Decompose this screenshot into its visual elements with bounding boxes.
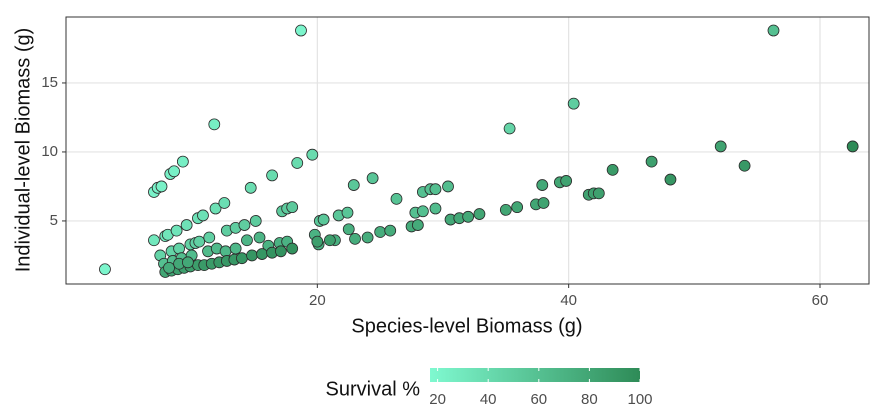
- point: [411, 219, 424, 231]
- point: [537, 197, 550, 209]
- point: [645, 155, 658, 168]
- point: [384, 224, 397, 237]
- point: [266, 169, 278, 182]
- point: [567, 97, 580, 110]
- y-tick-label: 15: [41, 74, 58, 91]
- points: [99, 24, 859, 278]
- colorbar-label: 20: [429, 391, 446, 408]
- point: [366, 172, 379, 185]
- point: [238, 219, 251, 231]
- point: [349, 232, 361, 245]
- point: [170, 224, 183, 237]
- point: [374, 226, 387, 238]
- point: [306, 148, 319, 161]
- point: [148, 234, 160, 247]
- point: [173, 242, 185, 255]
- point: [390, 192, 403, 205]
- point: [560, 175, 573, 187]
- x-tick-label: 60: [812, 292, 829, 309]
- point: [163, 261, 175, 274]
- point: [342, 223, 355, 236]
- point: [291, 157, 304, 169]
- point: [208, 118, 221, 131]
- point: [244, 181, 257, 194]
- point: [323, 234, 336, 247]
- colorbar-label: 80: [581, 391, 598, 408]
- point: [249, 215, 262, 227]
- point: [246, 249, 258, 262]
- point: [295, 24, 307, 37]
- point: [442, 180, 454, 193]
- point: [462, 210, 475, 223]
- y-tick-label: 5: [50, 212, 58, 229]
- point: [499, 204, 512, 216]
- point: [511, 201, 524, 214]
- point: [341, 206, 354, 219]
- colorbar-label: 40: [480, 391, 497, 408]
- point: [253, 231, 266, 244]
- point: [274, 245, 287, 258]
- point: [347, 179, 360, 191]
- point: [181, 256, 194, 269]
- point: [361, 231, 374, 244]
- point: [592, 187, 605, 200]
- legend-title: Survival %: [326, 378, 421, 400]
- point: [536, 179, 549, 191]
- point: [197, 209, 209, 222]
- point: [317, 213, 330, 226]
- point: [241, 234, 253, 247]
- point: [606, 163, 619, 176]
- point: [846, 140, 859, 153]
- point: [203, 231, 216, 244]
- colorbar-label: 100: [627, 391, 652, 408]
- point: [286, 242, 299, 255]
- point: [416, 205, 429, 218]
- panel-border: [65, 16, 870, 285]
- x-tick-label: 20: [309, 292, 326, 309]
- point: [664, 173, 677, 186]
- point: [155, 180, 168, 193]
- point: [473, 208, 486, 220]
- point: [236, 252, 248, 265]
- point: [219, 245, 232, 258]
- point: [714, 140, 727, 153]
- point: [429, 202, 442, 215]
- colorbar: [430, 368, 640, 382]
- point: [176, 155, 189, 168]
- point: [99, 263, 111, 276]
- point: [286, 201, 299, 214]
- point: [767, 24, 780, 37]
- point: [209, 202, 222, 215]
- point: [256, 248, 268, 260]
- point: [503, 122, 516, 135]
- point: [429, 183, 442, 196]
- point: [229, 242, 242, 255]
- point: [193, 235, 206, 248]
- point: [180, 219, 193, 231]
- x-axis-title: Species-level Biomass (g): [351, 315, 582, 337]
- y-tick-label: 10: [41, 143, 58, 160]
- point: [168, 165, 180, 178]
- point: [218, 197, 231, 209]
- colorbar-label: 60: [530, 391, 547, 408]
- x-tick-label: 40: [560, 292, 577, 309]
- point: [738, 159, 751, 172]
- point: [311, 235, 324, 248]
- y-axis-title: Individual-level Biomass (g): [12, 28, 34, 273]
